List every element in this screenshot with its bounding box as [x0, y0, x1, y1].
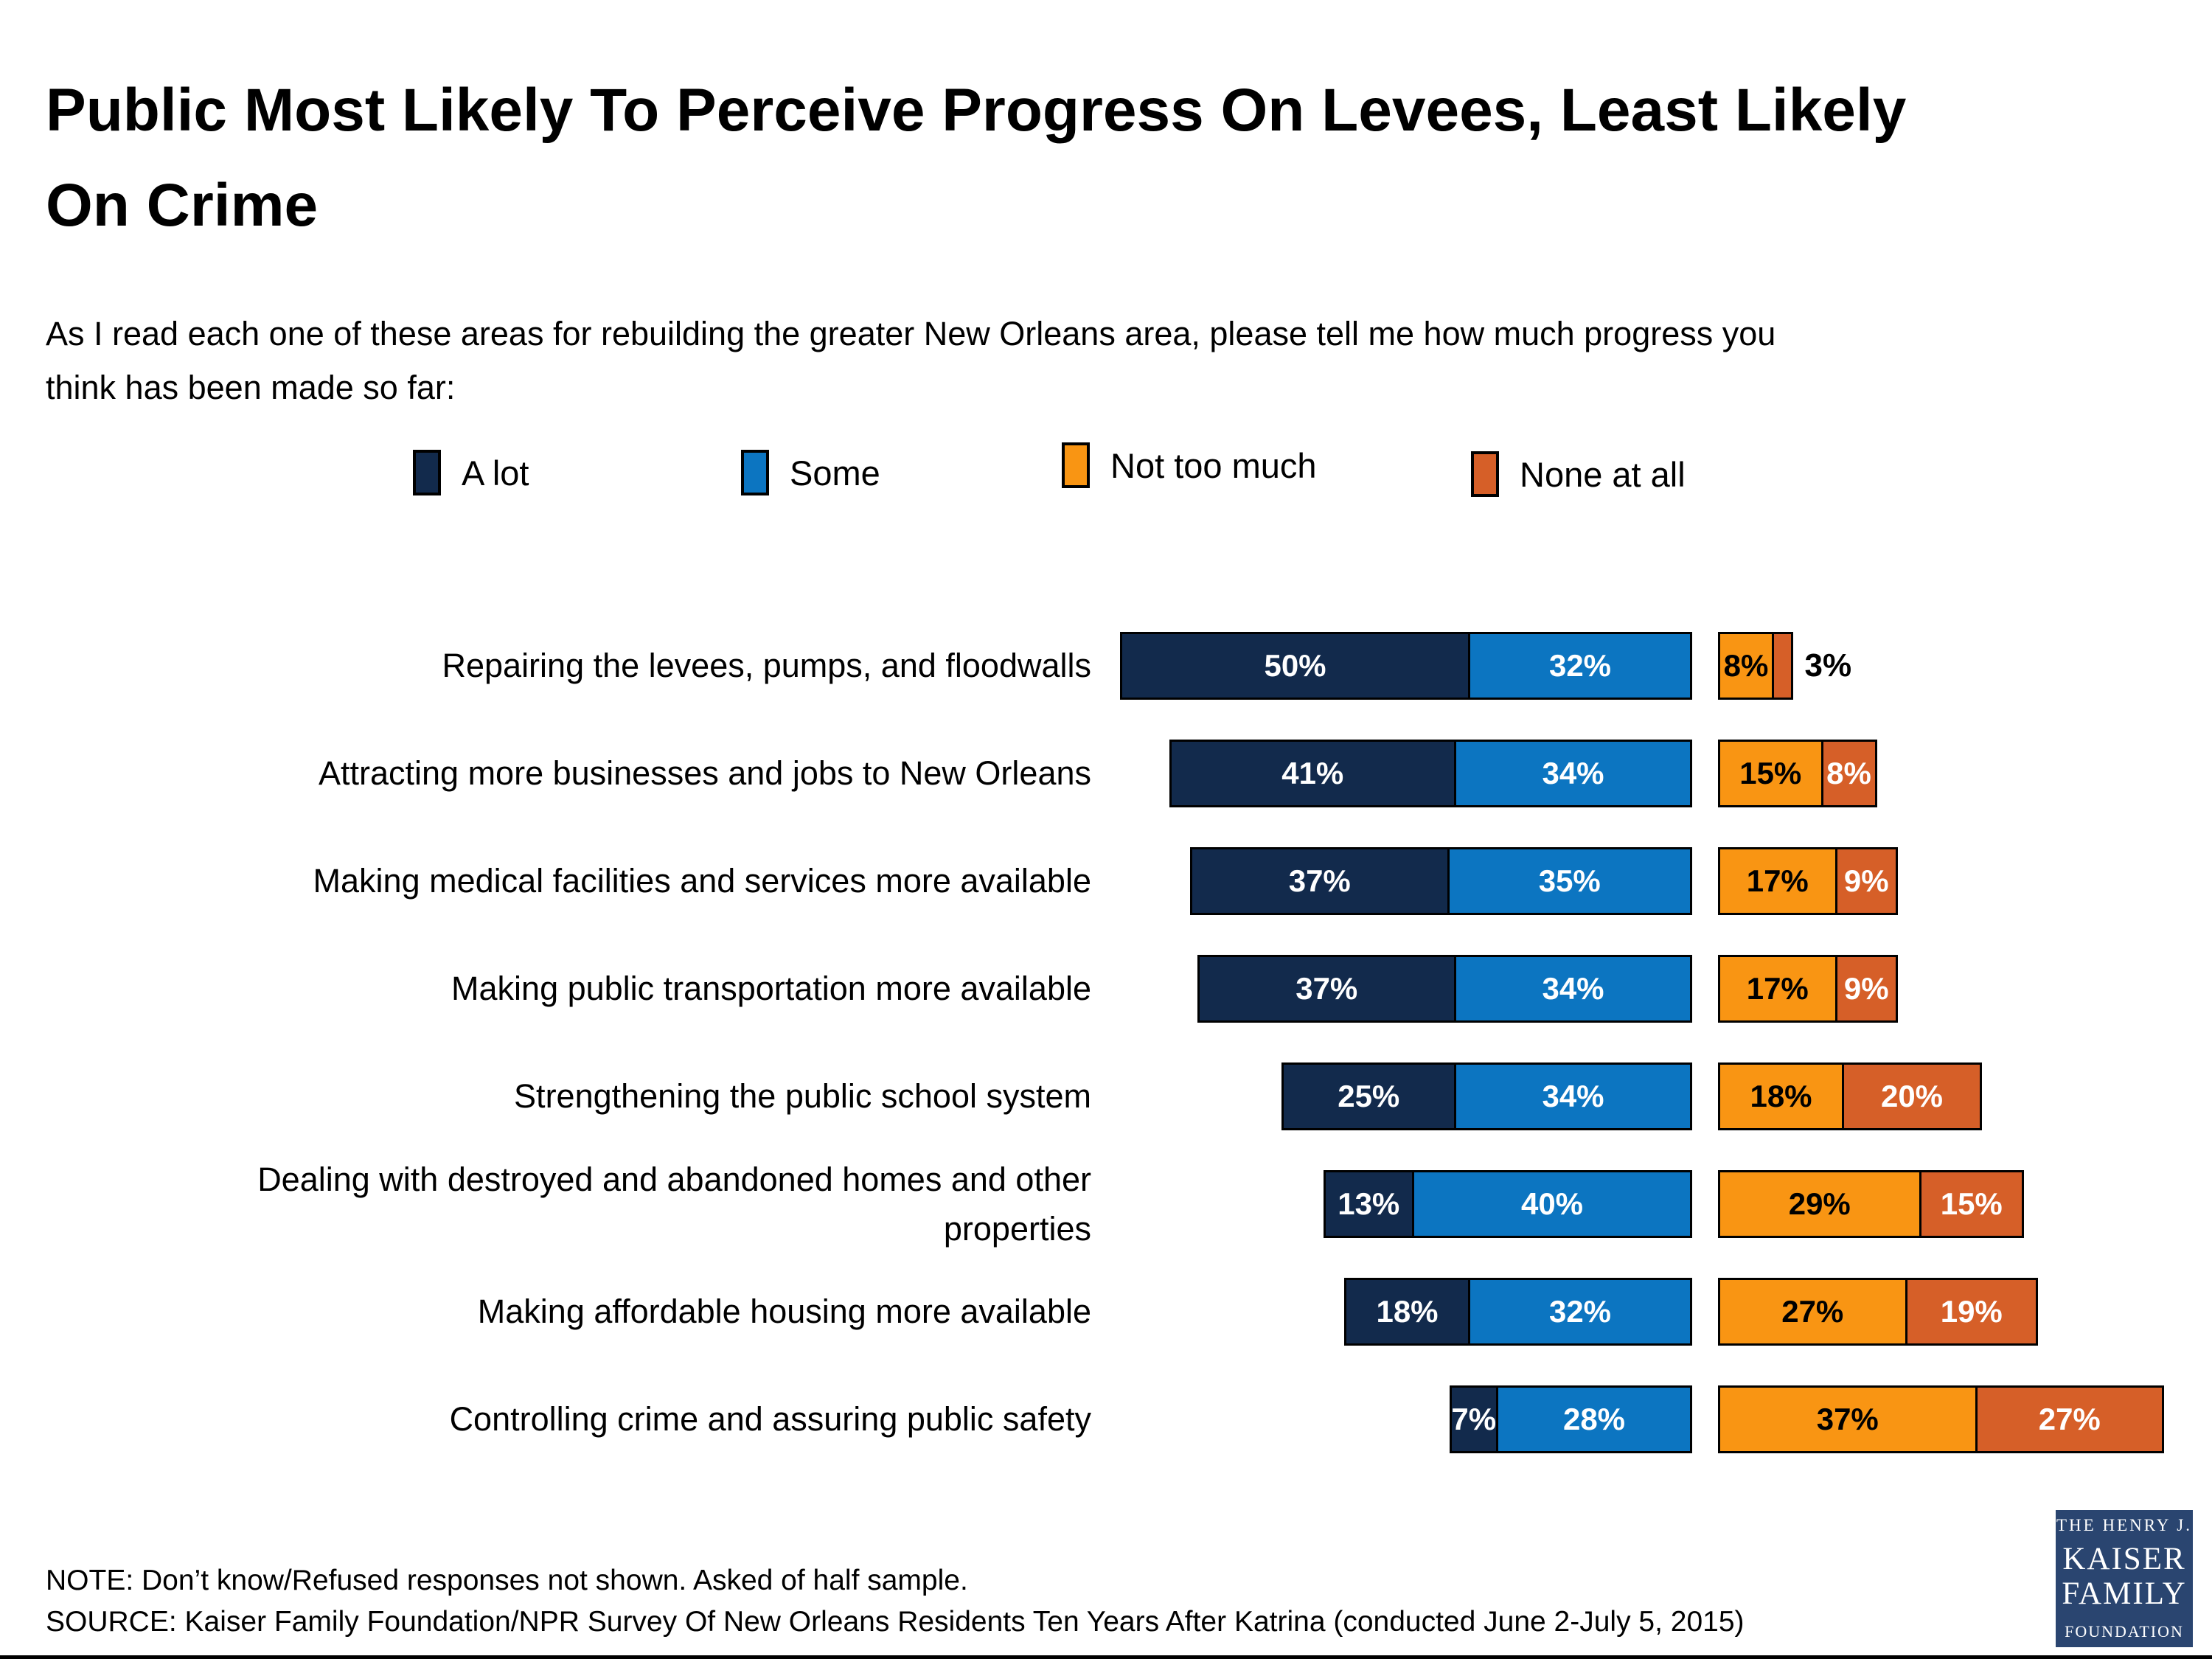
bar-row: Repairing the levees, pumps, and floodwa… — [0, 612, 2212, 720]
bar-segment-some: 28% — [1496, 1385, 1692, 1453]
bar-segment-not-too-much: 8% — [1718, 632, 1774, 700]
survey-question: As I read each one of these areas for re… — [46, 307, 1775, 415]
bottom-rule — [0, 1655, 2212, 1659]
no-progress-group: 8% 3% — [1718, 632, 1851, 700]
kff-logo: THE HENRY J. KAISER FAMILY FOUNDATION — [2056, 1510, 2193, 1647]
legend-item-a-lot: A lot — [413, 450, 529, 495]
kff-logo-line-3: FAMILY — [2062, 1576, 2187, 1611]
bar-row: Making public transportation more availa… — [0, 935, 2212, 1043]
category-label: Attracting more businesses and jobs to N… — [318, 754, 1091, 793]
no-progress-group: 37% 27% — [1718, 1385, 2164, 1453]
category-label: Making public transportation more availa… — [451, 970, 1091, 1008]
bar-row: Dealing with destroyed and abandoned hom… — [0, 1150, 2212, 1258]
no-progress-group: 15% 8% — [1718, 740, 1877, 807]
survey-question-line-1: As I read each one of these areas for re… — [46, 315, 1776, 352]
bar-segment-a-lot: 25% — [1281, 1062, 1456, 1130]
progress-group: 7% 28% — [1449, 1385, 1692, 1453]
no-progress-group: 29% 15% — [1718, 1170, 2024, 1238]
bar-segment-not-too-much: 15% — [1718, 740, 1823, 807]
bar-segment-none-at-all — [1772, 632, 1793, 700]
legend-swatch-a-lot — [413, 450, 441, 495]
bar-row: Strengthening the public school system 25… — [0, 1043, 2212, 1150]
category-label: Strengthening the public school system — [514, 1077, 1091, 1116]
bar-segment-none-at-all: 9% — [1834, 847, 1898, 915]
bar-segment-a-lot: 13% — [1323, 1170, 1414, 1238]
source-text: SOURCE: Kaiser Family Foundation/NPR Sur… — [46, 1606, 1745, 1638]
note-text: NOTE: Don’t know/Refused responses not s… — [46, 1565, 968, 1596]
bar-row: Making affordable housing more available… — [0, 1258, 2212, 1366]
bar-segment-a-lot: 37% — [1197, 955, 1456, 1023]
page-title-line-2: On Crime — [46, 172, 319, 240]
legend-label-some: Some — [790, 453, 880, 493]
no-progress-group: 17% 9% — [1718, 847, 1898, 915]
bar-segment-none-at-all: 15% — [1919, 1170, 2024, 1238]
legend-label-a-lot: A lot — [462, 453, 529, 493]
legend: A lot Some Not too much None at all — [0, 441, 2212, 507]
progress-group: 37% 35% — [1190, 847, 1692, 915]
bar-segment-a-lot: 41% — [1169, 740, 1456, 807]
no-progress-group: 18% 20% — [1718, 1062, 1982, 1130]
no-progress-group: 17% 9% — [1718, 955, 1898, 1023]
progress-group: 25% 34% — [1281, 1062, 1692, 1130]
category-label: Repairing the levees, pumps, and floodwa… — [442, 647, 1091, 685]
bar-segment-some: 32% — [1468, 632, 1692, 700]
legend-label-not-too-much: Not too much — [1110, 445, 1317, 485]
bar-row: Controlling crime and assuring public sa… — [0, 1366, 2212, 1473]
outside-value-label: 3% — [1804, 647, 1852, 684]
progress-group: 37% 34% — [1197, 955, 1692, 1023]
kff-logo-line-1: THE HENRY J. — [2056, 1516, 2193, 1535]
legend-swatch-some — [741, 450, 769, 495]
kff-logo-line-4: FOUNDATION — [2065, 1621, 2184, 1641]
progress-group: 13% 40% — [1323, 1170, 1692, 1238]
category-label: Dealing with destroyed and abandoned hom… — [257, 1160, 1091, 1248]
survey-question-line-2: think has been made so far: — [46, 368, 456, 406]
legend-label-none-at-all: None at all — [1520, 454, 1686, 494]
bar-segment-not-too-much: 17% — [1718, 955, 1837, 1023]
bars-area: Repairing the levees, pumps, and floodwa… — [0, 612, 2212, 1473]
page-title-line-1: Public Most Likely To Perceive Progress … — [46, 76, 1907, 144]
bar-segment-a-lot: 7% — [1449, 1385, 1498, 1453]
bar-segment-some: 32% — [1468, 1278, 1692, 1346]
progress-group: 18% 32% — [1344, 1278, 1692, 1346]
bar-segment-none-at-all: 27% — [1975, 1385, 2164, 1453]
category-label: Making affordable housing more available — [477, 1293, 1091, 1331]
bar-segment-a-lot: 50% — [1120, 632, 1470, 700]
bar-segment-some: 34% — [1454, 1062, 1692, 1130]
bar-segment-none-at-all: 19% — [1905, 1278, 2038, 1346]
bar-segment-some: 34% — [1454, 955, 1692, 1023]
bar-segment-not-too-much: 27% — [1718, 1278, 1907, 1346]
bar-segment-none-at-all: 20% — [1842, 1062, 1982, 1130]
bar-segment-not-too-much: 17% — [1718, 847, 1837, 915]
bar-segment-some: 40% — [1412, 1170, 1692, 1238]
no-progress-group: 27% 19% — [1718, 1278, 2038, 1346]
bar-segment-some: 35% — [1447, 847, 1692, 915]
bar-segment-not-too-much: 29% — [1718, 1170, 1921, 1238]
category-label: Controlling crime and assuring public sa… — [449, 1400, 1091, 1439]
bar-segment-none-at-all: 9% — [1834, 955, 1898, 1023]
bar-row: Making medical facilities and services m… — [0, 827, 2212, 935]
bar-segment-not-too-much: 37% — [1718, 1385, 1978, 1453]
progress-group: 50% 32% — [1120, 632, 1692, 700]
bar-row: Attracting more businesses and jobs to N… — [0, 720, 2212, 827]
legend-item-none-at-all: None at all — [1471, 451, 1686, 497]
legend-item-some: Some — [741, 450, 880, 495]
page-title: Public Most Likely To Perceive Progress … — [46, 63, 1906, 254]
bar-segment-not-too-much: 18% — [1718, 1062, 1844, 1130]
stacked-bar-chart: Repairing the levees, pumps, and floodwa… — [0, 612, 2212, 1475]
bar-segment-some: 34% — [1454, 740, 1692, 807]
bar-segment-a-lot: 37% — [1190, 847, 1450, 915]
progress-group: 41% 34% — [1169, 740, 1692, 807]
legend-item-not-too-much: Not too much — [1062, 442, 1317, 488]
bar-segment-none-at-all: 8% — [1820, 740, 1877, 807]
legend-swatch-not-too-much — [1062, 442, 1090, 488]
kff-logo-line-2: KAISER — [2062, 1542, 2186, 1577]
legend-swatch-none-at-all — [1471, 451, 1499, 497]
bar-segment-a-lot: 18% — [1344, 1278, 1470, 1346]
category-label: Making medical facilities and services m… — [313, 862, 1091, 900]
